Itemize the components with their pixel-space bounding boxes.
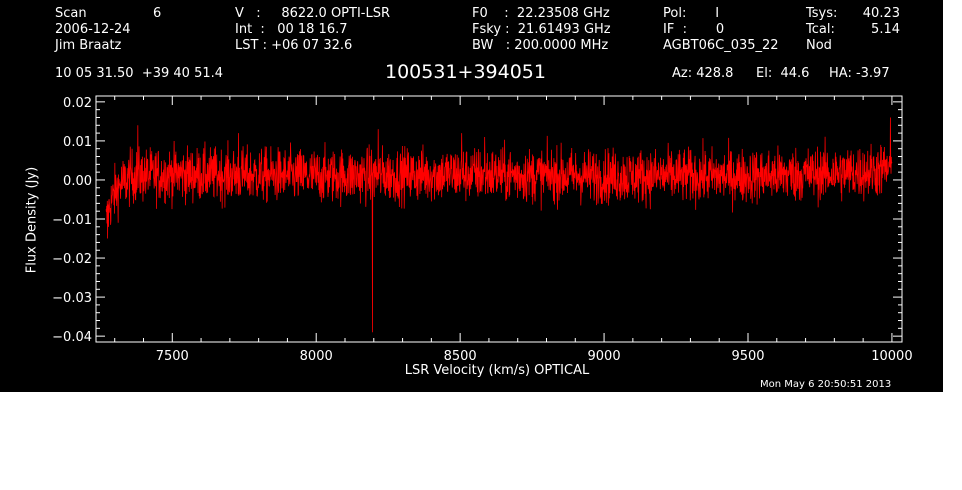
tsys-label: Tsys: [806, 6, 838, 21]
x-axis-label: LSR Velocity (km/s) OPTICAL [404, 363, 590, 378]
timestamp: Mon May 6 20:50:51 2013 [760, 379, 892, 390]
observer-name: Jim Braatz [55, 38, 122, 53]
x-tick-label: 7500 [156, 349, 189, 364]
velocity-line: V : 8622.0 OPTI-LSR [235, 6, 391, 21]
project-id: AGBT06C_035_22 [663, 38, 779, 53]
source-coordinates: 10 05 31.50 +39 40 51.4 [55, 66, 224, 81]
y-tick-label: −0.04 [52, 330, 92, 345]
plot-frame [95, 95, 903, 343]
tsys-value: 40.23 [862, 6, 900, 21]
scan-value: 6 [153, 6, 162, 21]
scan-label: Scan [55, 6, 87, 21]
if-line: IF : 0 [663, 22, 725, 37]
x-tick-label: 8500 [444, 349, 477, 364]
x-tick-label: 8000 [300, 349, 333, 364]
tcal-label: Tcal: [806, 22, 835, 37]
observation-date: 2006-12-24 [55, 22, 131, 37]
y-tick-label: −0.03 [52, 291, 92, 306]
y-tick-label: −0.01 [52, 213, 92, 228]
polarization-line: Pol: I [663, 6, 720, 21]
elevation: El: 44.6 [756, 66, 810, 81]
x-tick-label: 10000 [871, 349, 912, 364]
y-tick-label: 0.02 [63, 96, 92, 111]
series-layer [105, 117, 893, 333]
x-tick-label: 9500 [731, 349, 764, 364]
source-name: 100531+394051 [385, 61, 546, 83]
hour-angle: HA: -3.97 [829, 66, 890, 81]
f0-line: F0 : 22.23508 GHz [472, 6, 610, 21]
spectrum-chart: 7500 8000 8500 9000 9500 10000 −0.04 −0.03 −0.02… [52, 95, 913, 364]
azimuth: Az: 428.8 [672, 66, 734, 81]
y-axis-label: Flux Density (Jy) [24, 166, 40, 274]
spectrum-line [105, 117, 893, 333]
lst-line: LST : +06 07 32.6 [235, 38, 353, 53]
x-tick-label: 9000 [588, 349, 621, 364]
bandwidth-line: BW : 200.0000 MHz [472, 38, 609, 53]
switching-mode: Nod [806, 38, 832, 53]
tick-layer: 7500 8000 8500 9000 9500 10000 −0.04 −0.03 −0.02… [52, 96, 912, 364]
y-tick-label: 0.00 [63, 174, 92, 189]
y-tick-label: −0.02 [52, 252, 92, 267]
tcal-value: 5.14 [871, 22, 900, 37]
plot-panel: Scan 6 2006-12-24 Jim Braatz V : 8622.0 … [0, 0, 943, 392]
integration-line: Int : 00 18 16.7 [235, 22, 348, 37]
fsky-line: Fsky : 21.61493 GHz [472, 22, 611, 37]
y-tick-label: 0.01 [63, 135, 92, 150]
